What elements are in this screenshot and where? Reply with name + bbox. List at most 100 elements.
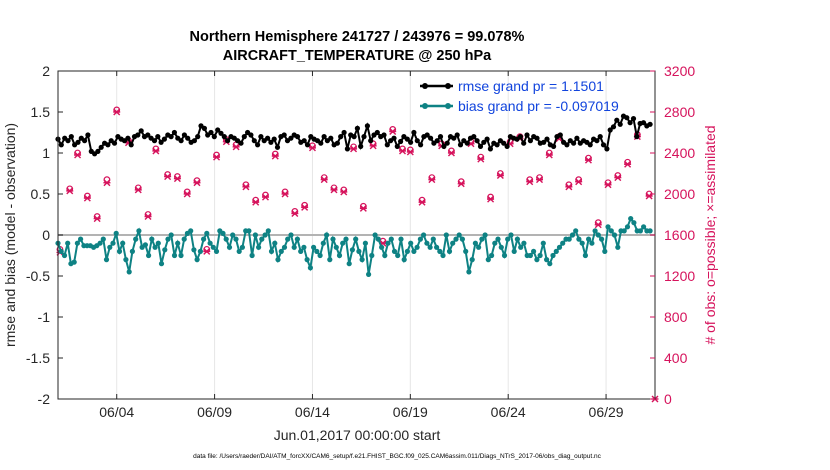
bias-point — [514, 236, 521, 242]
obs-assimilated-marker — [447, 149, 455, 157]
bias-point — [288, 232, 294, 238]
bias-point — [566, 236, 572, 242]
obs-assimilated-marker — [359, 204, 367, 212]
rmse-point — [398, 138, 404, 145]
bias-point — [505, 236, 511, 242]
bias-point — [586, 236, 592, 242]
rmse-point — [614, 117, 620, 123]
rmse-point — [138, 128, 144, 134]
rmse-point — [424, 132, 430, 138]
obs-assimilated-marker — [536, 176, 544, 184]
rmse-point — [487, 146, 493, 152]
bias-point — [298, 248, 304, 254]
bias-point — [349, 247, 355, 253]
bias-point — [408, 240, 414, 246]
bias-point — [291, 244, 297, 250]
x-tick-label: 06/14 — [295, 404, 330, 420]
rmse-point — [411, 129, 417, 136]
rmse-point — [444, 140, 450, 146]
y-right-tick-label: 1600 — [664, 227, 695, 243]
bias-point — [508, 232, 514, 238]
bias-point — [152, 244, 158, 250]
bias-point — [472, 240, 478, 246]
rmse-point — [604, 146, 610, 152]
bias-point — [281, 244, 288, 250]
rmse-point — [630, 116, 637, 122]
rmse-point — [258, 134, 264, 140]
bias-point — [430, 236, 436, 242]
bias-point — [424, 240, 430, 246]
rmse-point — [354, 125, 360, 131]
obs-assimilated-marker — [252, 198, 260, 206]
rmse-point — [418, 142, 424, 148]
bias-point — [576, 236, 582, 242]
rmse-point — [168, 134, 174, 140]
bias-point — [411, 248, 417, 254]
bias-point — [120, 240, 126, 246]
bias-point — [136, 228, 142, 234]
observation-counts — [56, 106, 659, 403]
bias-point — [459, 236, 465, 242]
bias-point — [369, 252, 375, 259]
bias-point — [123, 257, 129, 263]
rmse-point — [544, 136, 550, 142]
rmse-point — [195, 134, 201, 140]
bias-point — [324, 232, 330, 238]
bias-point — [142, 242, 148, 248]
legend-rmse-marker — [445, 83, 451, 89]
bias-point — [489, 252, 495, 259]
rmse-point — [368, 138, 374, 144]
obs-assimilated-marker — [271, 152, 279, 160]
obs-assimilated-marker — [308, 144, 316, 152]
rmse-point — [414, 138, 420, 144]
bias-point — [285, 236, 291, 242]
bias-point — [107, 244, 113, 250]
obs-assimilated-marker — [113, 108, 121, 116]
bias-point — [443, 232, 449, 238]
obs-assimilated-marker — [66, 187, 74, 195]
rmse-point — [640, 120, 647, 126]
legend-rmse-marker — [422, 83, 428, 89]
rmse-point — [98, 144, 104, 150]
rmse-point — [65, 138, 71, 144]
rmse-point — [125, 135, 131, 141]
rmse-point — [408, 139, 414, 145]
bias-point — [307, 265, 313, 271]
rmse-point — [594, 138, 600, 144]
rmse-point — [441, 143, 447, 149]
rmse-point — [437, 134, 444, 140]
bias-point — [246, 228, 252, 234]
obs-assimilated-marker — [406, 148, 414, 156]
obs-assimilated-marker — [545, 151, 553, 159]
y-left-tick-label: -1.5 — [26, 350, 50, 366]
bias-point — [579, 240, 585, 246]
obs-assimilated-marker — [144, 213, 152, 221]
bias-point — [540, 240, 546, 246]
bias-point — [375, 236, 381, 242]
rmse-point — [181, 132, 187, 138]
bias-point — [621, 228, 627, 234]
obs-assimilated-marker — [398, 147, 406, 155]
bias-point — [560, 240, 566, 246]
bias-point — [239, 244, 245, 250]
bias-point — [333, 244, 339, 250]
bias-point — [165, 236, 171, 242]
rmse-point — [241, 134, 247, 140]
obs-assimilated-marker — [584, 156, 592, 164]
bias-point — [71, 259, 77, 265]
bias-point — [388, 236, 394, 242]
legend-bias-marker — [445, 103, 451, 109]
bias-point — [534, 257, 540, 263]
rmse-point — [534, 135, 540, 141]
bias-point — [197, 248, 203, 254]
bias-point — [265, 228, 271, 234]
bias-point — [492, 240, 498, 246]
legend-bias-marker — [422, 103, 428, 109]
y-right-tick-label: 400 — [664, 350, 688, 366]
bias-point — [599, 236, 605, 242]
x-tick-label: 06/09 — [197, 404, 232, 420]
rmse-point — [471, 134, 477, 140]
rmse-point — [191, 138, 197, 144]
bias-point — [628, 216, 634, 222]
